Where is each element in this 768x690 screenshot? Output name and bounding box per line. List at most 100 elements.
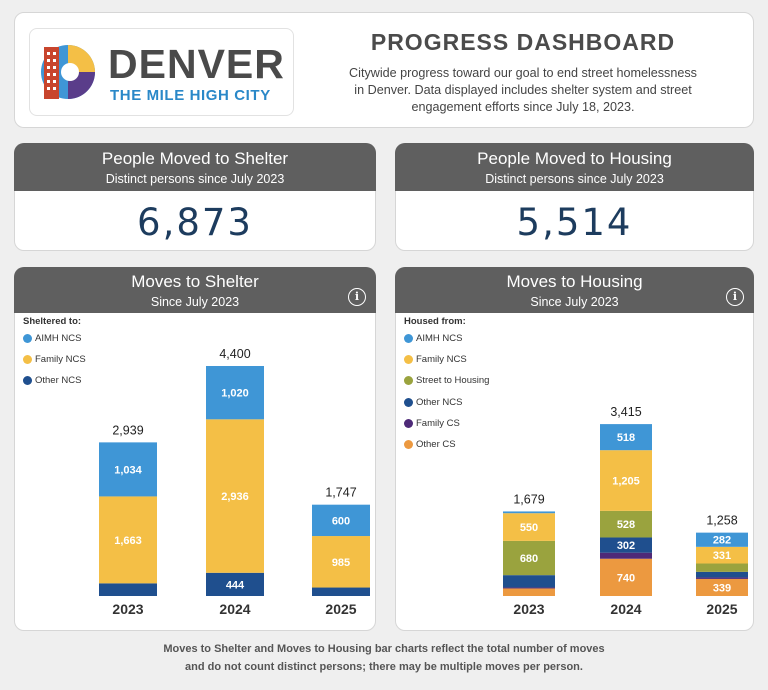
legend-label: Family CS: [416, 417, 460, 429]
page-title: PROGRESS DASHBOARD: [370, 29, 676, 55]
kpi-subtitle-shelter: Distinct persons since July 2023: [105, 172, 285, 186]
legend-swatch: [404, 439, 413, 449]
bar-value-label: 740: [617, 572, 635, 584]
logo-tagline: THE MILE HIGH CITY: [110, 87, 271, 104]
chart-subtitle-housing: Since July 2023: [530, 295, 619, 309]
bar-value-label: 302: [617, 540, 635, 552]
bar-segment[interactable]: [600, 537, 652, 553]
legend-label: Street to Housing: [416, 375, 490, 387]
bar-segment[interactable]: [600, 552, 652, 559]
kpi-header-shelter: People Moved to Shelter Distinct persons…: [14, 143, 376, 191]
legend-label: Family NCS: [35, 354, 86, 366]
bar-segment[interactable]: [696, 546, 748, 564]
bar-segment[interactable]: [312, 504, 370, 537]
denver-logo-mark-icon: [41, 45, 95, 99]
footnote-line: Moves to Shelter and Moves to Housing ba…: [163, 643, 605, 655]
bar-value-label: 600: [332, 515, 350, 527]
chart-card-housing: Moves to Housing Since July 2023 i House…: [395, 267, 754, 631]
bar-segment[interactable]: [312, 536, 370, 588]
legend-item[interactable]: AIMH NCS: [23, 333, 86, 354]
legend-title-shelter: Sheltered to:: [23, 316, 82, 327]
bar-segment[interactable]: [503, 588, 555, 596]
kpi-card-shelter: People Moved to Shelter Distinct persons…: [14, 143, 376, 251]
bar-value-label: 444: [226, 579, 245, 591]
legend-item[interactable]: Family NCS: [404, 354, 489, 375]
bar-value-label: 550: [520, 522, 538, 534]
legend-item[interactable]: AIMH NCS: [404, 333, 489, 354]
bar-value-label: 985: [332, 557, 350, 569]
legend-swatch: [404, 397, 413, 407]
denver-logo[interactable]: DENVER THE MILE HIGH CITY: [29, 28, 294, 116]
chart-plot-shelter: 1,663 1,034 2,939 2023 444 2,936 1,020 4,400 202…: [99, 347, 370, 617]
footnote-line: and do not count distinct persons; there…: [185, 661, 583, 673]
header-card: DENVER THE MILE HIGH CITY PROGRESS DASHB…: [14, 12, 754, 128]
legend-swatch: [23, 334, 32, 343]
bar-value-label: 2,936: [221, 491, 249, 503]
bar-segment[interactable]: [206, 572, 264, 596]
legend-item[interactable]: Other NCS: [23, 375, 86, 396]
info-icon[interactable]: i: [348, 288, 366, 306]
bar-value-label: 339: [713, 582, 731, 594]
legend-swatch: [23, 355, 32, 365]
legend-item[interactable]: Street to Housing: [404, 375, 489, 396]
x-tick-label: 2025: [325, 601, 356, 617]
bar-value-label: 680: [520, 553, 538, 565]
bar-segment[interactable]: [312, 587, 370, 596]
bar-segment[interactable]: [99, 583, 157, 596]
legend-item[interactable]: Other CS: [404, 439, 489, 460]
kpi-card-housing: People Moved to Housing Distinct persons…: [395, 143, 754, 251]
bar-segment[interactable]: [696, 563, 748, 572]
x-tick-label: 2023: [112, 601, 143, 617]
bar-segment[interactable]: [503, 513, 555, 541]
footnote: Moves to Shelter and Moves to Housing ba…: [0, 640, 768, 676]
bar-segment[interactable]: [600, 450, 652, 511]
bar-value-label: 1,020: [221, 388, 249, 400]
bar-segment[interactable]: [206, 366, 264, 420]
bar-segment[interactable]: [696, 577, 748, 579]
bar-value-label: 1,205: [612, 476, 640, 488]
legend-label: Other NCS: [416, 396, 463, 408]
kpi-title-shelter: People Moved to Shelter: [101, 149, 289, 168]
kpi-header-housing: People Moved to Housing Distinct persons…: [395, 143, 754, 191]
bar-total-label: 1,258: [706, 514, 737, 528]
chart-legend-shelter: Sheltered to: AIMH NCS Family NCS Other …: [23, 316, 86, 397]
kpi-subtitle-housing: Distinct persons since July 2023: [485, 172, 664, 186]
legend-swatch: [404, 418, 413, 428]
bar-segment[interactable]: [99, 442, 157, 497]
bar-segment[interactable]: [503, 587, 555, 589]
bar-segment[interactable]: [600, 510, 652, 538]
bar-value-label: 528: [617, 519, 635, 531]
bar-value-label: 1,663: [114, 535, 142, 547]
bar-segment[interactable]: [503, 511, 555, 514]
bar-total-label: 3,415: [610, 405, 641, 419]
kpi-title-housing: People Moved to Housing: [477, 149, 672, 168]
bar-segment[interactable]: [206, 419, 264, 573]
info-icon[interactable]: i: [726, 288, 744, 306]
kpi-value-shelter: 6,873: [137, 201, 253, 244]
legend-title-housing: Housed from:: [404, 316, 466, 327]
bar-segment[interactable]: [600, 558, 652, 596]
bar-segment[interactable]: [696, 571, 748, 578]
bar-total-label: 1,679: [513, 492, 544, 506]
bar-segment[interactable]: [600, 424, 652, 451]
legend-item[interactable]: Other NCS: [404, 397, 489, 418]
x-tick-label: 2024: [610, 601, 641, 617]
chart-card-shelter: Moves to Shelter Since July 2023 i Shelt…: [14, 267, 376, 631]
chart-title-shelter: Moves to Shelter: [131, 272, 259, 291]
legend-item[interactable]: Family NCS: [23, 354, 86, 375]
chart-legend-housing: Housed from: AIMH NCS Family NCS Street …: [404, 316, 489, 460]
legend-label: Other CS: [416, 438, 456, 450]
bar-segment[interactable]: [99, 496, 157, 584]
x-tick-label: 2024: [219, 601, 250, 617]
legend-label: Other NCS: [35, 375, 82, 387]
bar-segment[interactable]: [503, 540, 555, 576]
legend-swatch: [404, 355, 413, 365]
bar-segment[interactable]: [503, 575, 555, 588]
bar-segment[interactable]: [696, 532, 748, 547]
chart-title-housing: Moves to Housing: [506, 272, 643, 291]
bar-segment[interactable]: [696, 578, 748, 596]
legend-item[interactable]: Family CS: [404, 418, 489, 439]
chart-plot-housing: 680 550 1,679 2023 740 302 528 1,205 518 3,415 202…: [503, 405, 748, 617]
bar-value-label: 282: [713, 535, 731, 547]
chart-header-housing: Moves to Housing Since July 2023 i: [395, 267, 754, 313]
